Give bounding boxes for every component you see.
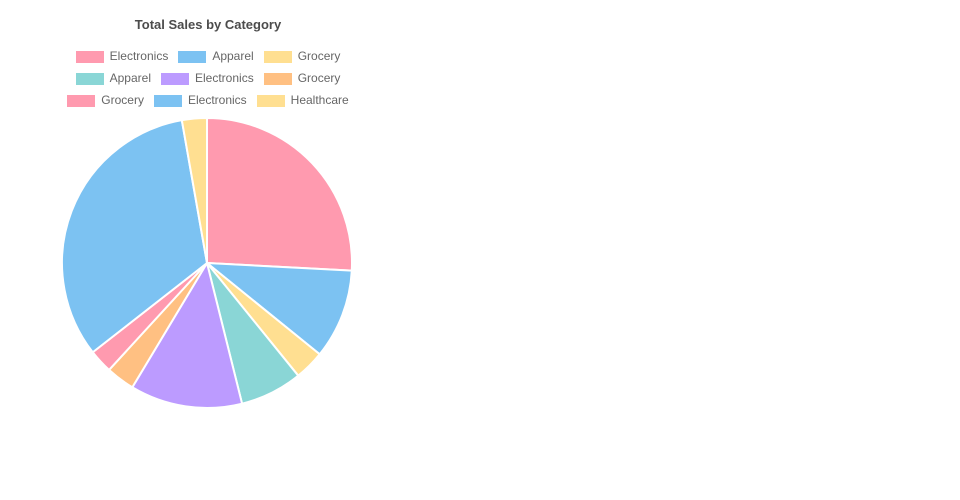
legend-swatch <box>75 72 104 85</box>
legend-item-grocery[interactable]: Grocery <box>67 94 144 107</box>
legend-item-electronics[interactable]: Electronics <box>75 49 169 63</box>
legend-item-apparel[interactable]: Apparel <box>178 49 254 63</box>
pie-slice-electronics[interactable] <box>61 119 208 354</box>
legend-swatch <box>67 94 96 107</box>
legend-item-electronics[interactable]: Electronics <box>161 72 254 85</box>
legend-label: Electronics <box>109 49 169 63</box>
legend-label: Apparel <box>109 71 151 85</box>
chart-title: Total Sales by Category <box>134 17 282 32</box>
legend-label: Grocery <box>297 71 341 85</box>
legend-item-apparel[interactable]: Apparel <box>75 71 151 85</box>
legend-swatch <box>178 50 207 63</box>
pie-slice-apparel[interactable] <box>206 262 353 356</box>
legend-swatch <box>153 94 182 107</box>
legend-item-grocery[interactable]: Grocery <box>263 49 341 63</box>
legend-swatch <box>256 94 285 107</box>
legend-item-healthcare[interactable]: Healthcare <box>256 93 349 107</box>
pie-slice-healthcare[interactable] <box>180 116 208 264</box>
legend-swatch <box>263 50 292 63</box>
legend-label: Apparel <box>212 49 254 63</box>
legend-swatch <box>75 50 104 63</box>
legend-swatch <box>263 72 292 85</box>
legend-swatch <box>161 72 189 85</box>
legend-label: Grocery <box>101 93 144 107</box>
pie-slice-electronics[interactable] <box>131 262 244 409</box>
legend-label: Healthcare <box>290 93 349 107</box>
legend-label: Grocery <box>297 49 341 63</box>
legend-item-electronics[interactable]: Electronics <box>153 93 247 107</box>
chart-legend: Electronics Apparel Grocery Apparel Electron… <box>38 50 378 107</box>
pie-slice-electronics[interactable] <box>206 117 353 272</box>
legend-item-grocery[interactable]: Grocery <box>263 71 341 85</box>
legend-label: Electronics <box>187 93 247 107</box>
legend-label: Electronics <box>195 71 254 85</box>
